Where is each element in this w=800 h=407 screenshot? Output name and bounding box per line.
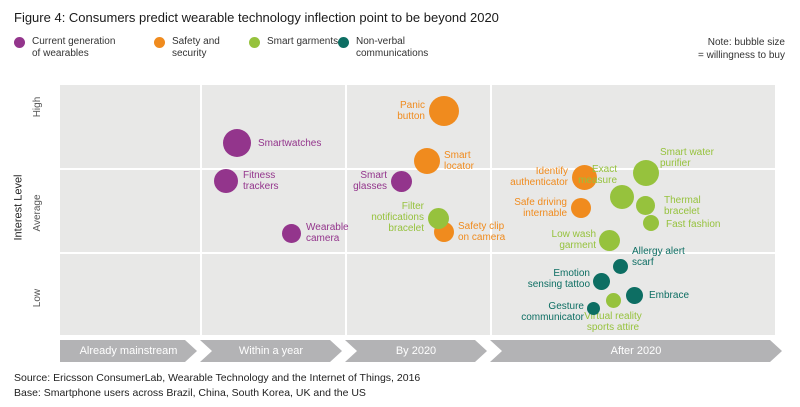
bubble-label-emotion-sensing-tattoo: Emotion sensing tattoo (527, 268, 590, 290)
legend-label: Non-verbal communications (356, 36, 429, 59)
bubble-label-gesture-communicator: Gesture communicator (521, 301, 584, 323)
bubble-exact-measure (610, 185, 634, 209)
legend-item-3: Smart garments (249, 36, 338, 48)
grid-hline-2 (60, 252, 775, 254)
bubble-label-smartwatches: Smartwatches (258, 138, 322, 149)
bubble-virtual-reality-sports-attire (605, 292, 621, 308)
bubble-panic-button (429, 96, 459, 126)
bubble-label-safe-driving-internable: Safe driving internable (514, 197, 567, 219)
bubble-label-thermal-bracelet: Thermal bracelet (664, 195, 701, 217)
x-band-arrow-after-2020: After 2020 (490, 340, 782, 362)
x-band-label: Within a year (238, 345, 304, 357)
bubble-label-panic-button: Panic button (397, 100, 425, 122)
bubble-embrace (625, 286, 643, 304)
bubble-label-safety-clip-on-camera: Safety clip on camera (458, 221, 506, 243)
legend-item-2: Safety and security (154, 36, 220, 60)
bubble-label-wearable-camera: Wearable camera (306, 222, 349, 244)
base-line: Base: Smartphone users across Brazil, Ch… (14, 387, 366, 399)
bubble-label-exact-measure: Exact measure (578, 164, 617, 186)
bubble-emotion-sensing-tattoo (592, 272, 610, 290)
bubble-smart-glasses (390, 170, 412, 192)
grid-vline-2 (345, 85, 347, 335)
bubble-smart-water-purifier (633, 160, 659, 186)
x-band-label: By 2020 (395, 345, 437, 357)
bubble-smartwatches (223, 129, 251, 157)
grid-vline-1 (200, 85, 202, 335)
bubble-label-low-wash-garment: Low wash garment (551, 229, 596, 251)
bubble-allergy-alert-scarf (612, 258, 628, 274)
grid-vline-3 (490, 85, 492, 335)
bubble-low-wash-garment (598, 229, 620, 251)
bubble-label-fast-fashion: Fast fashion (666, 219, 721, 230)
bubble-fitness-trackers (214, 169, 238, 193)
bubble-label-smart-water-purifier: Smart water purifier (660, 147, 714, 169)
bubble-label-identify-authenticator: Identify authenticator (510, 166, 568, 188)
legend-label: Safety and security (172, 36, 220, 59)
x-band-label: After 2020 (610, 345, 662, 357)
bubble-label-allergy-alert-scarf: Allergy alert scarf (632, 246, 685, 268)
plot-area: Smartwatches Fitness trackers Wearable cam… (60, 85, 775, 335)
bubble-filter-notifications-bracelet (427, 207, 449, 229)
figure-title: Figure 4: Consumers predict wearable tec… (14, 10, 499, 25)
x-band-arrow-already-mainstream: Already mainstream (60, 340, 197, 362)
bubble-smart-locator (414, 148, 440, 174)
y-axis-label: Interest Level (12, 174, 25, 241)
x-band-arrow-within-a-year: Within a year (200, 340, 342, 362)
y-band-high: High (32, 96, 43, 118)
legend-dot (14, 37, 25, 48)
x-band-label: Already mainstream (79, 345, 178, 357)
bubble-label-smart-glasses: Smart glasses (353, 170, 387, 192)
legend-item-1: Current generation of wearables (14, 36, 115, 60)
y-band-low: Low (32, 288, 43, 308)
legend-label: Current generation of wearables (32, 36, 116, 59)
legend-dot (154, 37, 165, 48)
bubble-label-embrace: Embrace (649, 290, 690, 301)
bubble-size-note: Note: bubble size = willingness to buy (698, 37, 785, 61)
bubble-label-virtual-reality-sports-attire: Virtual reality sports attire (584, 311, 642, 333)
bubble-gesture-communicator (586, 301, 600, 315)
legend-dot (249, 37, 260, 48)
bubble-label-smart-locator: Smart locator (444, 150, 475, 172)
bubble-wearable-camera (281, 223, 301, 243)
bubble-identify-authenticator (571, 164, 597, 190)
y-band-average: Average (32, 194, 43, 232)
source-line: Source: Ericsson ConsumerLab, Wearable T… (14, 372, 421, 384)
x-band-arrow-by-2020: By 2020 (345, 340, 487, 362)
bubble-label-fitness-trackers: Fitness trackers (243, 170, 279, 192)
legend-item-4: Non-verbal communications (338, 36, 428, 60)
bubble-safe-driving-internable (571, 198, 591, 218)
bubble-thermal-bracelet (635, 195, 655, 215)
bubble-fast-fashion (643, 215, 659, 231)
bubble-label-filter-notifications-bracelet: Filter notifications bracelet (371, 201, 424, 234)
legend-label: Smart garments (267, 36, 339, 47)
legend-dot (338, 37, 349, 48)
